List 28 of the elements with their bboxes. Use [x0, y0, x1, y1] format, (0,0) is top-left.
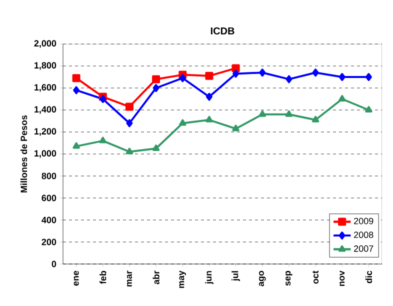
- x-tick-label: oct: [312, 270, 319, 284]
- y-tick-label: 1,200: [34, 128, 56, 136]
- x-tick-label: ene: [74, 270, 79, 286]
- x-tick-label: nov: [340, 270, 345, 286]
- legend-label: 2008: [354, 232, 374, 238]
- chart-title: ICDB: [210, 27, 234, 34]
- x-tick-label: abr: [152, 270, 160, 284]
- x-tick-label: ago: [259, 270, 266, 286]
- y-tick-label: 1,000: [34, 150, 56, 158]
- x-tick-label: mar: [126, 270, 132, 286]
- y-tick-label: 1,800: [34, 62, 56, 70]
- x-tick-label: dic: [365, 270, 372, 284]
- y-tick-label: 400: [42, 216, 56, 224]
- y-tick-label: 2,000: [34, 40, 56, 48]
- legend-label: 2007: [354, 245, 374, 252]
- x-tick-label: feb: [100, 270, 106, 284]
- x-tick-label: sep: [286, 270, 292, 286]
- y-axis-title: Millones de Pesos: [20, 115, 28, 192]
- y-tick-label: 200: [42, 238, 56, 246]
- y-tick-label: 600: [42, 194, 56, 202]
- x-tick-label: jul: [232, 271, 240, 282]
- y-tick-label: 1,400: [34, 106, 56, 114]
- y-tick-label: 800: [42, 172, 56, 180]
- legend-label: 2009: [354, 218, 374, 224]
- x-tick-label: may: [179, 270, 186, 288]
- y-tick-label: 1,600: [34, 84, 56, 92]
- y-tick-label: 0: [52, 260, 56, 268]
- x-tick-label: jun: [205, 271, 214, 284]
